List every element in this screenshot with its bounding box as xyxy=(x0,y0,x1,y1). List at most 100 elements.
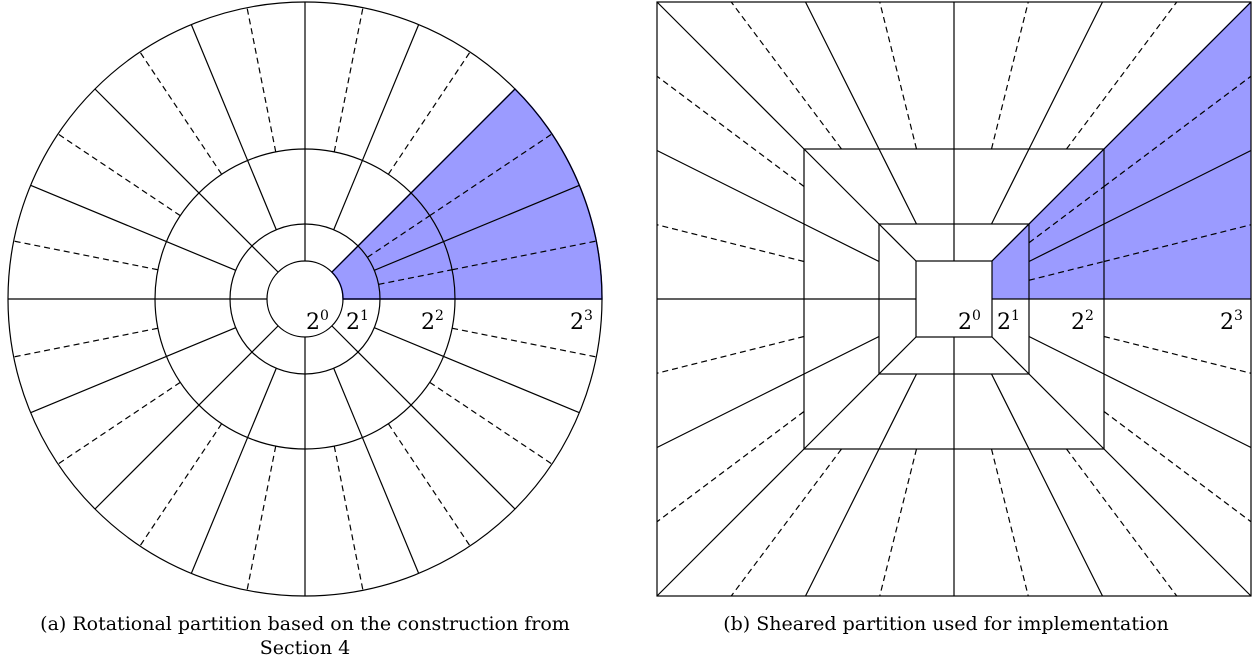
shear-spoke-outer-dashed xyxy=(656,224,805,263)
shear-spoke-outer xyxy=(1028,1,1104,150)
spoke-outer-dashed xyxy=(13,327,158,358)
label-2-2-b: 22 xyxy=(1071,308,1094,335)
spoke-middle xyxy=(198,351,253,406)
spoke-outer xyxy=(443,184,580,243)
caption-a: (a) Rotational partition based on the co… xyxy=(0,612,610,660)
shear-spoke-outer xyxy=(1103,373,1252,449)
spoke-outer xyxy=(190,437,249,574)
spoke-outer xyxy=(30,184,167,243)
spoke-outer-dashed xyxy=(387,423,471,547)
shear-spoke-middle xyxy=(803,148,880,225)
shear-spoke-outer-dashed xyxy=(1103,224,1252,263)
shear-spoke-middle xyxy=(803,223,880,263)
shear-spoke-outer-dashed xyxy=(1103,75,1252,187)
shear-spoke-outer-dashed xyxy=(730,448,842,597)
label-2-1-b: 21 xyxy=(997,308,1020,335)
shear-spoke-middle xyxy=(990,148,1030,225)
spoke-outer-dashed xyxy=(452,240,597,271)
spoke-outer xyxy=(443,355,580,414)
spoke-middle xyxy=(247,160,277,230)
spoke-outer xyxy=(410,88,516,194)
spoke-outer xyxy=(410,404,516,510)
shear-spoke-outer-dashed xyxy=(656,411,805,523)
spoke-outer-dashed xyxy=(139,51,223,175)
caption-a-line1: (a) Rotational partition based on the co… xyxy=(40,613,570,635)
label-2-0-a: 20 xyxy=(306,308,329,335)
caption-b: (b) Sheared partition used for implement… xyxy=(723,613,1169,635)
caption-a-line2: Section 4 xyxy=(259,637,351,659)
shear-spoke-outer xyxy=(804,448,880,597)
spoke-outer-dashed xyxy=(57,381,181,465)
shear-spoke-outer xyxy=(656,448,805,597)
shear-spoke-outer-dashed xyxy=(656,75,805,187)
shear-spoke-outer xyxy=(656,149,805,225)
spoke-middle xyxy=(247,368,277,438)
spoke-outer xyxy=(94,88,200,194)
spoke-inner xyxy=(251,325,279,353)
label-2-0-b: 20 xyxy=(958,308,981,335)
shear-spoke-outer-dashed xyxy=(656,335,805,374)
ring-0 xyxy=(266,260,344,338)
shear-spoke-outer-dashed xyxy=(1103,411,1252,523)
square-0 xyxy=(915,260,993,338)
spoke-middle xyxy=(166,241,236,271)
spoke-inner xyxy=(331,325,359,353)
spoke-outer xyxy=(361,437,420,574)
shear-spoke-outer-dashed xyxy=(990,1,1029,150)
spoke-outer-dashed xyxy=(333,446,364,591)
spoke-inner xyxy=(251,245,279,273)
spoke-outer-dashed xyxy=(429,133,553,217)
rotational-partition-diagram xyxy=(7,1,603,597)
shear-spoke-middle xyxy=(990,373,1030,450)
shear-spoke-inner xyxy=(878,223,917,262)
spoke-outer-dashed xyxy=(387,51,471,175)
spoke-outer xyxy=(94,404,200,510)
shear-spoke-inner xyxy=(991,223,1030,262)
spoke-outer-dashed xyxy=(452,327,597,358)
spoke-middle xyxy=(198,192,253,247)
shear-spoke-outer-dashed xyxy=(1066,448,1178,597)
shear-spoke-middle xyxy=(1028,148,1105,225)
highlight-sector xyxy=(330,87,603,300)
spoke-middle xyxy=(374,327,444,357)
spoke-outer xyxy=(190,24,249,161)
sheared-partition-diagram xyxy=(656,1,1252,597)
shear-spoke-middle-dashed xyxy=(1028,186,1105,244)
highlight-region xyxy=(992,2,1251,300)
shear-spoke-outer xyxy=(656,373,805,449)
spoke-middle-dashed xyxy=(367,215,431,258)
shear-spoke-outer xyxy=(656,1,805,150)
shear-spoke-outer xyxy=(1103,1,1252,150)
shear-spoke-outer-dashed xyxy=(879,1,918,150)
spoke-outer-dashed xyxy=(139,423,223,547)
label-2-1-a: 21 xyxy=(346,308,369,335)
spoke-outer-dashed xyxy=(246,7,277,152)
spoke-middle xyxy=(333,368,363,438)
shear-spoke-inner xyxy=(991,336,1030,375)
shear-spoke-middle-dashed xyxy=(1028,260,1105,281)
shear-spoke-middle xyxy=(878,373,918,450)
spoke-outer xyxy=(361,24,420,161)
shear-spoke-middle xyxy=(878,148,918,225)
spoke-middle xyxy=(166,327,236,357)
shear-spoke-middle xyxy=(1028,335,1105,375)
label-2-3-b: 23 xyxy=(1220,308,1243,335)
spoke-middle-dashed xyxy=(378,269,453,285)
label-2-2-a: 22 xyxy=(421,308,444,335)
shear-spoke-outer xyxy=(804,1,880,150)
shear-spoke-middle xyxy=(1028,223,1105,263)
spoke-outer xyxy=(30,355,167,414)
shear-spoke-inner xyxy=(878,336,917,375)
figure: 20 21 22 23 20 21 22 23 xyxy=(7,1,1252,597)
shear-spoke-outer-dashed xyxy=(990,448,1029,597)
shear-spoke-outer xyxy=(1028,448,1104,597)
spoke-outer-dashed xyxy=(246,446,277,591)
spoke-middle xyxy=(357,351,412,406)
shear-spoke-middle xyxy=(803,373,880,450)
shear-spoke-outer-dashed xyxy=(879,448,918,597)
shear-spoke-middle xyxy=(1028,373,1105,450)
spoke-middle xyxy=(374,241,444,271)
shear-spoke-outer-dashed xyxy=(730,1,842,150)
shear-spoke-outer xyxy=(1103,448,1252,597)
spoke-middle xyxy=(333,160,363,230)
